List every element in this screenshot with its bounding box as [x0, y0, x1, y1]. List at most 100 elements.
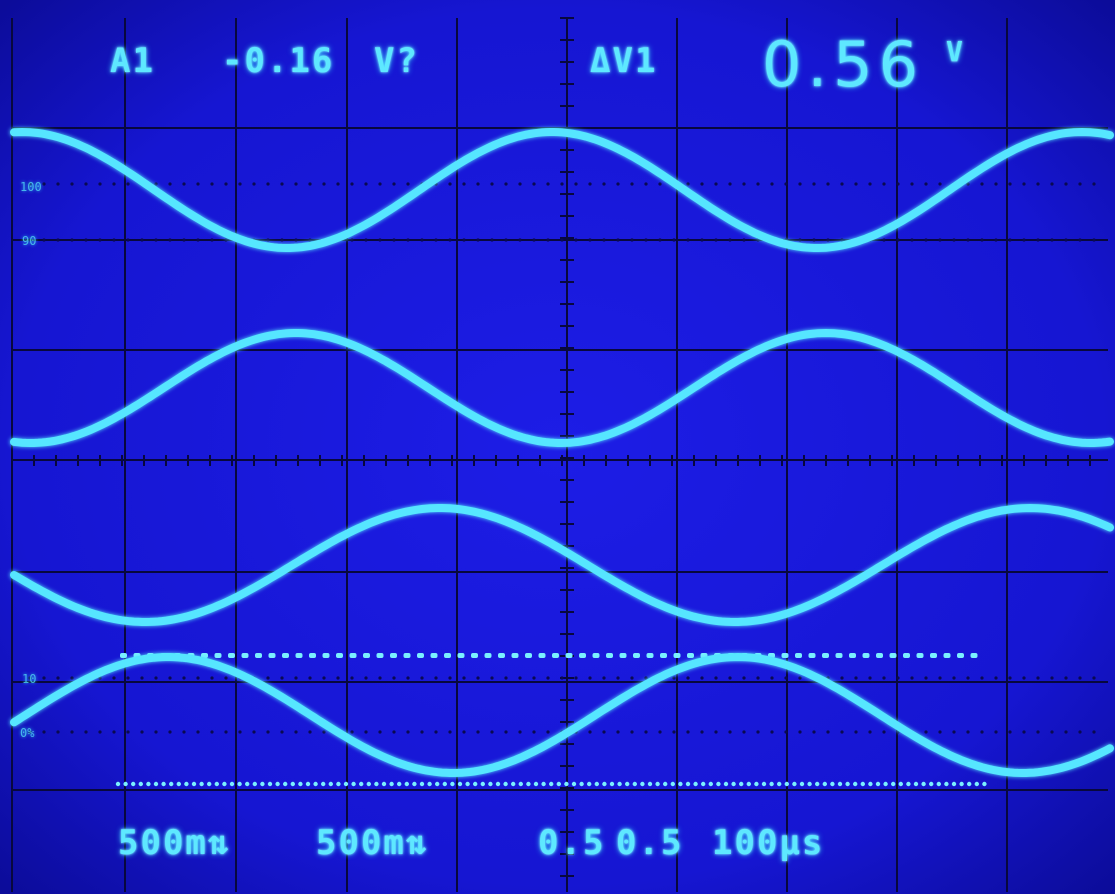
cursor-dot-lower	[541, 781, 546, 787]
graticule-minor-ticks	[11, 17, 1091, 877]
cursor-dot-lower	[974, 781, 979, 787]
grid-mark-0: 0%	[20, 726, 35, 740]
grid-dot	[504, 676, 508, 680]
grid-mark-90: 90	[22, 234, 37, 248]
cursor-dot-lower	[723, 781, 729, 787]
grid-dot	[588, 730, 592, 734]
grid-dot	[406, 238, 410, 242]
grid-mark-100: 100	[20, 180, 42, 194]
grid-dot	[756, 238, 760, 242]
grid-dot	[952, 676, 956, 680]
cursor-dot-lower	[936, 781, 941, 787]
grid-dot	[952, 238, 956, 242]
trace-1	[10, 127, 1114, 252]
grid-dot	[756, 182, 760, 186]
grid-dot	[196, 238, 200, 242]
grid-dot	[126, 238, 130, 242]
grid-dot	[966, 238, 970, 242]
grid-dot	[406, 676, 410, 680]
cursor-dot-lower	[533, 781, 539, 787]
grid-dot	[392, 730, 396, 734]
probe2-value: 0.5	[616, 823, 684, 863]
grid-dot	[1022, 730, 1026, 734]
cursor-dot-lower	[792, 781, 797, 787]
coupling-icon: ⇅	[405, 823, 429, 863]
grid-dot	[210, 182, 214, 186]
grid-dot	[196, 182, 200, 186]
grid-dot	[1036, 730, 1040, 734]
grid-dot	[504, 730, 508, 734]
grid-dot	[266, 238, 270, 242]
grid-dot	[602, 238, 606, 242]
grid-dot	[1008, 676, 1012, 680]
cursor-dot-lower	[290, 781, 295, 787]
grid-dot	[112, 238, 116, 242]
cursor-dot-lower	[777, 781, 782, 787]
grid-dot	[924, 182, 928, 186]
cursor-dot-upper	[376, 653, 384, 658]
grid-dot	[644, 730, 648, 734]
grid-dot	[364, 730, 368, 734]
grid-dot	[350, 730, 354, 734]
cursor-dot-upper	[403, 653, 411, 658]
cursor-dot-lower	[678, 781, 683, 787]
grid-dot	[490, 238, 494, 242]
grid-dot	[1064, 730, 1068, 734]
grid-dot	[700, 238, 704, 242]
grid-dot	[448, 676, 452, 680]
cursor-dot-lower	[419, 781, 425, 787]
grid-dot	[42, 676, 46, 680]
grid-dot	[630, 730, 634, 734]
grid-dot	[686, 238, 690, 242]
grid-dot	[924, 238, 928, 242]
cursor-dot-lower	[739, 781, 744, 787]
grid-dot	[56, 182, 60, 186]
cursor-dot-lower	[138, 781, 143, 787]
cursor-dot-upper	[471, 653, 478, 658]
grid-dot	[322, 676, 326, 680]
cursor-dot-upper	[201, 653, 208, 658]
grid-dot	[504, 238, 508, 242]
grid-dot	[784, 676, 788, 680]
grid-dot	[1022, 182, 1026, 186]
cursor-dot-lower	[655, 781, 660, 787]
cursor-dot-lower	[526, 781, 531, 787]
grid-dot	[350, 676, 354, 680]
cursor-dot-upper	[336, 653, 343, 658]
grid-dot	[350, 238, 354, 242]
cursor-dot-upper	[390, 653, 397, 658]
grid-dot	[910, 676, 914, 680]
grid-dot	[280, 676, 284, 680]
grid-dot	[952, 730, 956, 734]
cursor-dot-lower	[701, 781, 706, 787]
cursor-dot-lower	[457, 781, 463, 787]
grid-dot	[224, 182, 228, 186]
grid-dot	[588, 676, 592, 680]
cursor-dot-upper	[633, 653, 640, 658]
grid-dot	[420, 676, 424, 680]
cursor-dot-lower	[222, 781, 227, 787]
cursor-dot-upper	[808, 653, 816, 658]
grid-dot	[364, 182, 368, 186]
cursor-dot-upper	[565, 653, 573, 658]
grid-dot	[966, 182, 970, 186]
grid-dot	[994, 730, 998, 734]
grid-dot	[630, 676, 634, 680]
grid-dot	[378, 238, 382, 242]
cursor-dot-upper	[268, 653, 276, 658]
trace-4	[10, 652, 1114, 777]
cursor-dot-lower	[511, 781, 516, 787]
cursor-dot-lower	[579, 781, 584, 787]
cursor-dot-lower	[359, 781, 364, 787]
cursor-dot-lower	[267, 781, 273, 787]
grid-dot	[980, 182, 984, 186]
cursor-dot-upper	[930, 653, 937, 658]
grid-dot	[532, 182, 536, 186]
grid-dot	[140, 238, 144, 242]
grid-dot	[1092, 730, 1096, 734]
grid-dot	[56, 676, 60, 680]
cursor-dot-lower	[822, 781, 827, 787]
grid-dot	[1036, 182, 1040, 186]
grid-dot	[518, 238, 522, 242]
grid-dot	[784, 182, 788, 186]
